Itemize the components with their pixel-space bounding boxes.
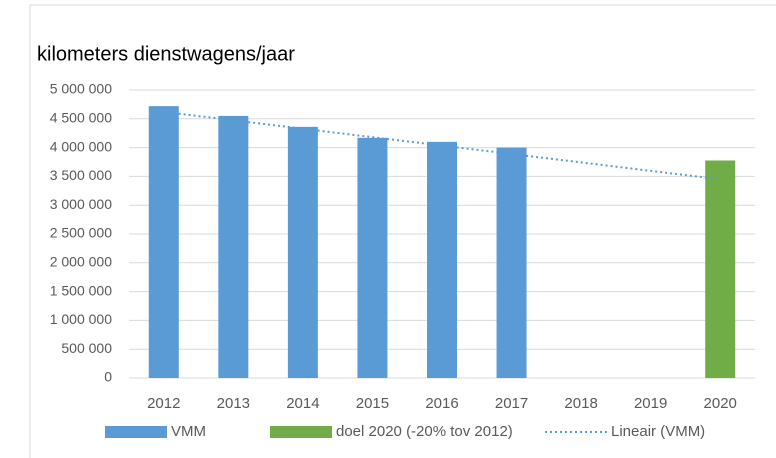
x-tick-label: 2013 [217, 395, 250, 412]
legend-swatch [105, 426, 167, 438]
legend-label: doel 2020 (-20% tov 2012) [336, 423, 513, 440]
y-tick-label: 3 500 000 [50, 167, 112, 183]
x-tick-label: 2014 [286, 395, 319, 412]
chart-title: kilometers dienstwagens/jaar [37, 43, 295, 65]
y-tick-label: 2 500 000 [50, 225, 112, 241]
x-tick-label: 2017 [495, 395, 528, 412]
y-tick-label: 4 000 000 [50, 138, 112, 154]
y-tick-label: 5 000 000 [50, 81, 112, 97]
x-tick-label: 2015 [356, 395, 389, 412]
x-tick-label: 2019 [634, 395, 667, 412]
legend-label: VMM [171, 423, 206, 440]
bar [705, 160, 736, 378]
trend-line [163, 110, 721, 181]
bar [427, 141, 457, 378]
y-tick-label: 500 000 [61, 340, 112, 356]
bar [148, 106, 179, 379]
x-tick-label: 2012 [147, 395, 180, 412]
bar [357, 137, 388, 378]
y-tick-label: 1 500 000 [50, 282, 112, 298]
bar [218, 115, 249, 379]
x-tick-label: 2016 [425, 395, 458, 412]
bar [496, 147, 527, 378]
x-tick-label: 2018 [564, 395, 597, 412]
y-tick-label: 1 000 000 [50, 311, 112, 327]
chart-frame [29, 4, 776, 458]
y-tick-label: 3 000 000 [50, 196, 112, 212]
x-tick-label: 2020 [704, 395, 737, 412]
y-tick-label: 2 000 000 [50, 254, 112, 270]
y-tick-label: 0 [104, 369, 112, 385]
legend-swatch [270, 426, 332, 438]
legend-label: Lineair (VMM) [611, 423, 705, 440]
bar [287, 126, 318, 378]
y-tick-label: 4 500 000 [50, 110, 112, 126]
